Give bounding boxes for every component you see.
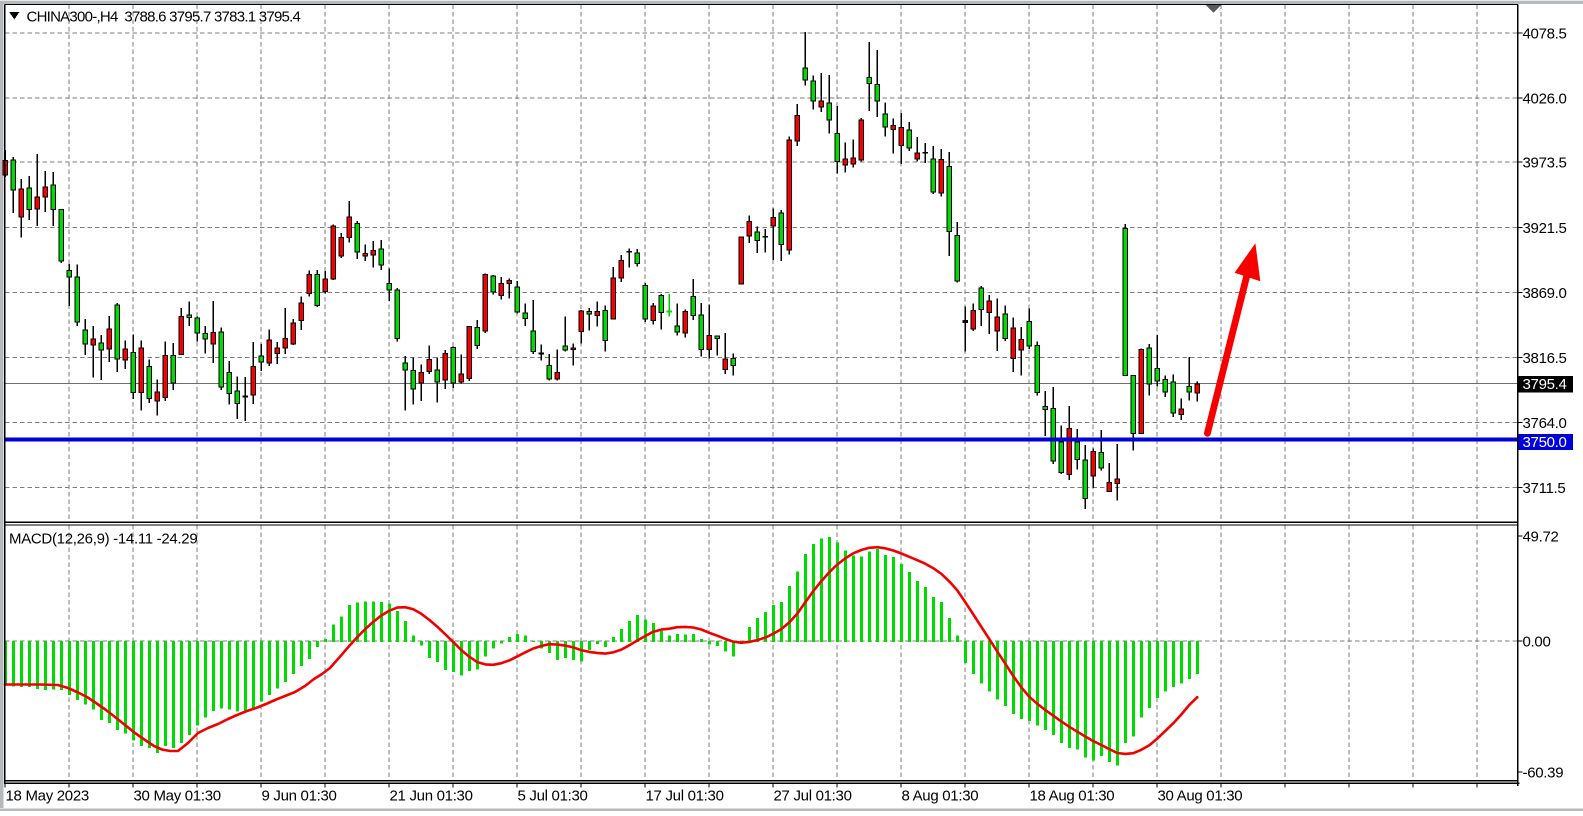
- svg-text:-60.39: -60.39: [1523, 764, 1564, 781]
- svg-text:3869.0: 3869.0: [1523, 285, 1567, 302]
- svg-text:30 Aug 01:30: 30 Aug 01:30: [1158, 788, 1243, 805]
- svg-text:3973.5: 3973.5: [1523, 154, 1567, 171]
- svg-text:21 Jun 01:30: 21 Jun 01:30: [390, 788, 473, 805]
- svg-text:49.72: 49.72: [1523, 528, 1559, 545]
- svg-text:4078.5: 4078.5: [1523, 25, 1567, 42]
- svg-text:9 Jun 01:30: 9 Jun 01:30: [262, 788, 337, 805]
- svg-text:3711.5: 3711.5: [1523, 480, 1566, 497]
- svg-text:27 Jul 01:30: 27 Jul 01:30: [774, 788, 852, 805]
- svg-text:3795.4: 3795.4: [1523, 376, 1567, 393]
- svg-text:18 Aug 01:30: 18 Aug 01:30: [1030, 788, 1115, 805]
- svg-text:18 May 2023: 18 May 2023: [6, 788, 89, 805]
- svg-text:17 Jul 01:30: 17 Jul 01:30: [646, 788, 724, 805]
- svg-text:3816.5: 3816.5: [1523, 350, 1567, 367]
- svg-text:30 May 01:30: 30 May 01:30: [134, 788, 221, 805]
- svg-text:3750.0: 3750.0: [1523, 434, 1567, 451]
- svg-text:CHINA300-,H4 3788.6 3795.7 37: CHINA300-,H4 3788.6 3795.7 3783.1 3795.4: [27, 9, 301, 26]
- svg-text:3921.5: 3921.5: [1523, 220, 1567, 237]
- svg-text:MACD(12,26,9) -14.11 -24.29: MACD(12,26,9) -14.11 -24.29: [9, 531, 197, 548]
- svg-text:4026.0: 4026.0: [1523, 90, 1567, 107]
- svg-text:5 Jul 01:30: 5 Jul 01:30: [518, 788, 588, 805]
- svg-text:0.00: 0.00: [1523, 633, 1551, 650]
- svg-text:8 Aug 01:30: 8 Aug 01:30: [902, 788, 979, 805]
- svg-text:3764.0: 3764.0: [1523, 415, 1567, 432]
